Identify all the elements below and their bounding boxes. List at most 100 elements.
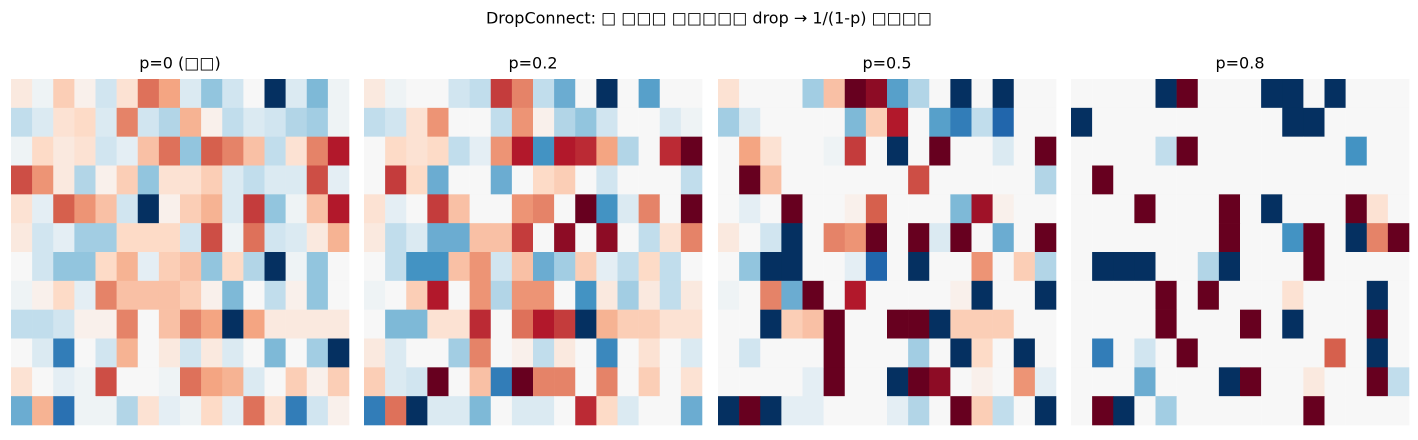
heatmap-cell (929, 165, 951, 195)
heatmap-cell (285, 223, 308, 253)
heatmap-cell (32, 280, 54, 310)
heatmap-cell (1218, 107, 1241, 137)
heatmap-cell (364, 396, 386, 426)
heatmap-cell (781, 79, 803, 109)
heatmap-cell (1092, 280, 1114, 310)
heatmap-cell (823, 280, 846, 310)
heatmap-cell (74, 396, 96, 426)
heatmap-cell (823, 396, 846, 426)
heatmap-cell (638, 280, 661, 310)
heatmap-cell (802, 252, 824, 282)
heatmap-cell (137, 79, 160, 109)
heatmap-cell (306, 165, 329, 195)
heatmap-cell (201, 165, 223, 195)
heatmap-cell (844, 367, 867, 397)
heatmap-cell (1013, 165, 1036, 195)
heatmap-cell (1282, 107, 1304, 137)
heatmap-cell (406, 280, 428, 310)
heatmap-cell (264, 396, 286, 426)
heatmap-cell (1303, 338, 1325, 368)
heatmap-cell (533, 165, 555, 195)
heatmap-cell (1324, 223, 1346, 253)
heatmap-cell (1240, 280, 1262, 310)
heatmap-cell (158, 367, 181, 397)
heatmap-cell (659, 338, 682, 368)
heatmap-cell (285, 79, 308, 109)
heatmap-cell (1071, 338, 1093, 368)
heatmap-cell (11, 280, 33, 310)
heatmap-cell (1197, 223, 1220, 253)
heatmap-cell (1218, 396, 1241, 426)
heatmap-cell (1113, 396, 1135, 426)
heatmap-cell (1240, 194, 1262, 224)
heatmap-cell (1240, 165, 1262, 195)
heatmap-cell (823, 367, 846, 397)
heatmap-cell (11, 396, 33, 426)
heatmap-cell (575, 367, 597, 397)
heatmap-cell (201, 338, 223, 368)
heatmap-cell (406, 165, 428, 195)
heatmap-cell (1240, 223, 1262, 253)
heatmap-cell (1113, 309, 1135, 339)
heatmap-cell (992, 194, 1015, 224)
heatmap-cell (1197, 136, 1220, 166)
heatmap-cell (781, 194, 803, 224)
heatmap-cell (1134, 165, 1156, 195)
heatmap-cell (802, 136, 824, 166)
heatmap-cell (1155, 280, 1177, 310)
heatmap-cell (180, 223, 202, 253)
heatmap-cell (406, 223, 428, 253)
heatmap-cell (1013, 338, 1036, 368)
heatmap-cell (1261, 396, 1283, 426)
heatmap-cell (11, 223, 33, 253)
heatmap-cell (511, 338, 534, 368)
heatmap-cell (116, 136, 139, 166)
heatmap-cell (596, 165, 618, 195)
heatmap-cell (364, 280, 386, 310)
heatmap-cell (32, 107, 54, 137)
heatmap-cell (53, 136, 75, 166)
heatmap-cell (1261, 194, 1283, 224)
heatmap-cell (116, 79, 139, 109)
heatmap-cell (427, 136, 449, 166)
heatmap-cell (306, 252, 329, 282)
heatmap-cell (887, 309, 909, 339)
heatmap-cell (1387, 396, 1410, 426)
heatmap-cell (865, 107, 888, 137)
heatmap-cell (1261, 107, 1283, 137)
heatmap-cell (575, 136, 597, 166)
heatmap-cell (1176, 165, 1199, 195)
heatmap-cell (116, 223, 139, 253)
panel-title: p=0.8 (1215, 54, 1264, 73)
heatmap-cell (950, 396, 972, 426)
heatmap-cell (285, 136, 308, 166)
heatmap-cell (1034, 252, 1057, 282)
heatmap-cell (1071, 396, 1093, 426)
heatmap-cell (427, 165, 449, 195)
heatmap-cell (243, 396, 265, 426)
heatmap-cell (1092, 107, 1114, 137)
heatmap-cell (1218, 309, 1241, 339)
heatmap-cell (469, 107, 492, 137)
heatmap-cell (992, 367, 1015, 397)
heatmap-cell (823, 136, 846, 166)
heatmap-cell (1113, 367, 1135, 397)
heatmap-cell (659, 309, 682, 339)
heatmap-cell (1324, 396, 1346, 426)
heatmap-cell (575, 252, 597, 282)
heatmap-cell (1303, 309, 1325, 339)
heatmap-cell (950, 338, 972, 368)
heatmap-cell (264, 338, 286, 368)
heatmap-cell (364, 367, 386, 397)
heatmap-cell (511, 194, 534, 224)
heatmap-cell (364, 107, 386, 137)
heatmap-cell (1134, 309, 1156, 339)
heatmap-cell (1261, 280, 1283, 310)
heatmap-cell (327, 223, 350, 253)
heatmap-cell (469, 79, 492, 109)
heatmap-cell (469, 136, 492, 166)
heatmap-cell (638, 396, 661, 426)
heatmap-cell (718, 223, 740, 253)
heatmap-cell (427, 396, 449, 426)
heatmap-cell (11, 367, 33, 397)
